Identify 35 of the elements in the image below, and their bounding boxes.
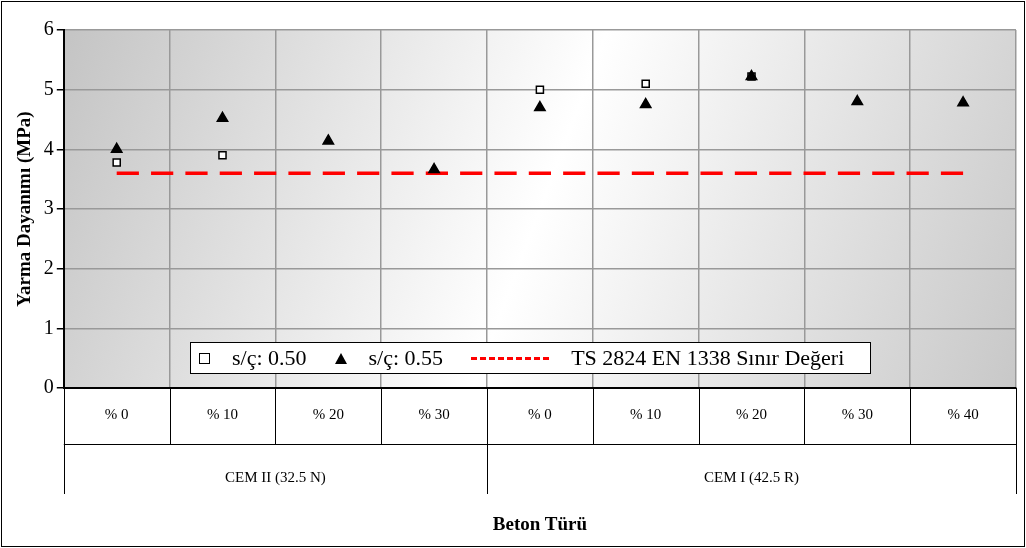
point [216,111,229,123]
point [641,79,650,88]
point [322,134,335,145]
y-tick-label: 1 [43,315,54,338]
y-tick-label: 0 [43,375,54,398]
point [957,96,970,107]
x-axis-title: Beton Türü [492,512,588,534]
legend-label: TS 2824 EN 1338 Sınır Değeri [571,345,845,371]
legend-label: s/ç: 0.55 [368,345,444,371]
x-tick-label: % 0 [104,405,129,422]
point [218,151,227,160]
point [110,142,123,154]
point [428,162,441,174]
point [535,85,545,94]
x-tick-label: % 20 [312,405,344,422]
point [533,100,546,112]
text: CEM II (32.5 N) [224,468,326,486]
y-tick-label: 4 [43,136,54,159]
y-axis-title: Yarma Dayanımı (MPa) [13,111,36,307]
x-tick-label: % 20 [735,405,768,422]
text: CEM I (42.5 R) [704,468,799,486]
x-tick-label: % 10 [206,405,239,422]
x-tick-label: % 30 [418,405,450,422]
point [851,94,864,106]
y-tick-label: 2 [43,255,54,278]
x-tick-label: % 30 [841,405,873,422]
point [112,158,121,167]
y-tick-label: 3 [43,196,54,219]
legend-label: s/ç: 0.50 [232,345,307,371]
y-tick-label: 6 [43,17,54,40]
x-tick-label: % 0 [528,405,552,422]
x-tick-label: % 10 [630,405,662,422]
point [639,97,652,109]
y-tick-label: 5 [43,76,54,99]
x-tick-label: % 40 [947,405,979,422]
